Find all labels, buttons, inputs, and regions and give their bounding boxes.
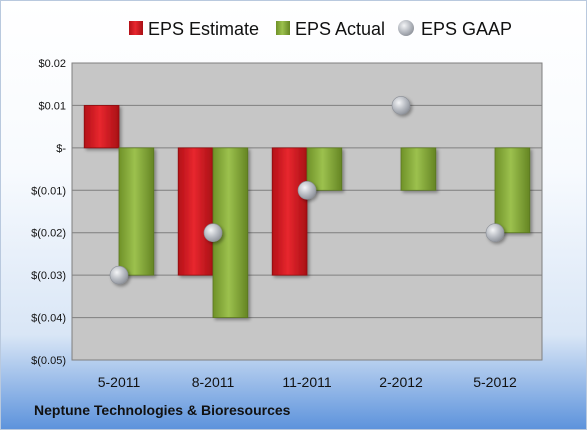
bar-eps-actual [118,147,155,276]
legend-label-estimate: EPS Estimate [148,19,259,39]
bar-eps-estimate [177,147,214,276]
bar-eps-estimate [83,105,120,149]
bar-eps-actual [400,147,437,191]
y-tick-label: $(0.03) [31,270,66,282]
gaap-markers [109,96,505,285]
y-tick-label: $(0.02) [31,228,66,240]
legend: EPS Estimate EPS Actual EPS GAAP [129,19,512,39]
x-tick-label: 5-2011 [98,374,141,390]
marker-eps-gaap [109,265,129,285]
bars [83,105,531,318]
marker-eps-gaap [391,96,411,115]
x-tick-label: 8-2011 [192,374,235,390]
legend-marker-gaap [398,20,414,36]
x-tick-label: 5-2012 [473,374,517,390]
y-tick-label: $0.02 [38,58,66,70]
x-tick-label: 2-2012 [379,374,423,390]
legend-item-estimate: EPS Estimate [129,19,259,39]
y-tick-label: $(0.01) [31,185,66,197]
marker-eps-gaap [203,223,223,243]
y-tick-label: $(0.04) [31,313,66,325]
legend-swatch-estimate [129,21,143,35]
legend-label-actual: EPS Actual [295,19,385,39]
legend-item-actual: EPS Actual [276,19,385,39]
bar-eps-actual [494,147,531,234]
legend-label-gaap: EPS GAAP [421,19,512,39]
y-axis-ticks: $0.02 $0.01 $- $(0.01) $(0.02) $(0.03) $(0.04)… [31,58,66,367]
bar-eps-estimate [271,147,308,276]
marker-eps-gaap [297,180,317,200]
x-tick-label: 11-2011 [282,374,332,390]
company-name: Neptune Technologies & Bioresources [34,402,291,418]
y-tick-label: $0.01 [38,100,66,112]
x-axis-ticks: 5-2011 8-2011 11-2011 2-2012 5-2012 [98,374,517,390]
legend-swatch-actual [276,21,290,35]
y-tick-label: $- [56,143,66,155]
legend-item-gaap: EPS GAAP [398,19,512,39]
marker-eps-gaap [485,223,505,243]
y-tick-label: $(0.05) [31,355,66,367]
